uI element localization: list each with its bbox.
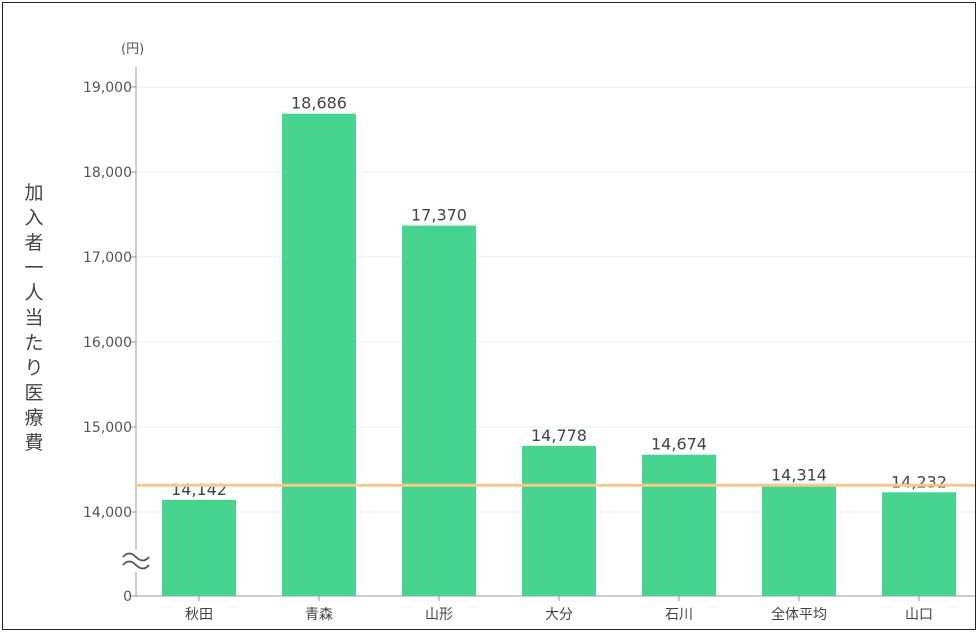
data-label: 14,778 xyxy=(531,426,587,445)
y-tick-label: 19,000 xyxy=(83,80,132,96)
data-label: 14,232 xyxy=(891,472,947,491)
y-tick-label: 14,000 xyxy=(83,505,132,521)
x-tick-label: 秋田 xyxy=(185,607,213,623)
y-tick-label: 0 xyxy=(123,589,132,605)
x-tick-label: 山形 xyxy=(425,607,453,623)
bar-chart: 0 14,000 15,000 16,000 17,000 18,000 19,000 (円)… xyxy=(83,42,975,623)
bar xyxy=(402,225,476,597)
y-tick-label: 18,000 xyxy=(83,165,132,181)
y-tick-label: 17,000 xyxy=(83,250,132,266)
y-tick-label: 15,000 xyxy=(83,420,132,436)
bar xyxy=(522,445,596,596)
x-tick-label: 山口 xyxy=(905,607,933,623)
data-label: 14,314 xyxy=(771,465,827,484)
bar xyxy=(282,113,356,596)
axis-break-mask xyxy=(122,550,150,572)
data-label: 18,686 xyxy=(291,94,347,113)
x-tick-label: 青森 xyxy=(305,607,333,623)
axis-break-mark xyxy=(122,552,150,562)
x-tick-label: 石川 xyxy=(665,607,693,623)
x-tick-label: 全体平均 xyxy=(771,606,827,623)
x-tick-label: 大分 xyxy=(545,607,573,623)
y-tick-label: 16,000 xyxy=(83,335,132,351)
data-label: 17,370 xyxy=(411,206,467,225)
bar xyxy=(882,492,956,596)
data-label: 14,142 xyxy=(171,480,227,499)
y-unit-label: (円) xyxy=(121,42,144,57)
data-label: 14,674 xyxy=(651,435,707,454)
bar xyxy=(762,485,836,596)
bar xyxy=(162,499,236,596)
axis-break-mark xyxy=(122,560,150,570)
bar xyxy=(642,454,716,596)
y-axis-label: 加入者一人当たり医療費 xyxy=(24,182,44,454)
